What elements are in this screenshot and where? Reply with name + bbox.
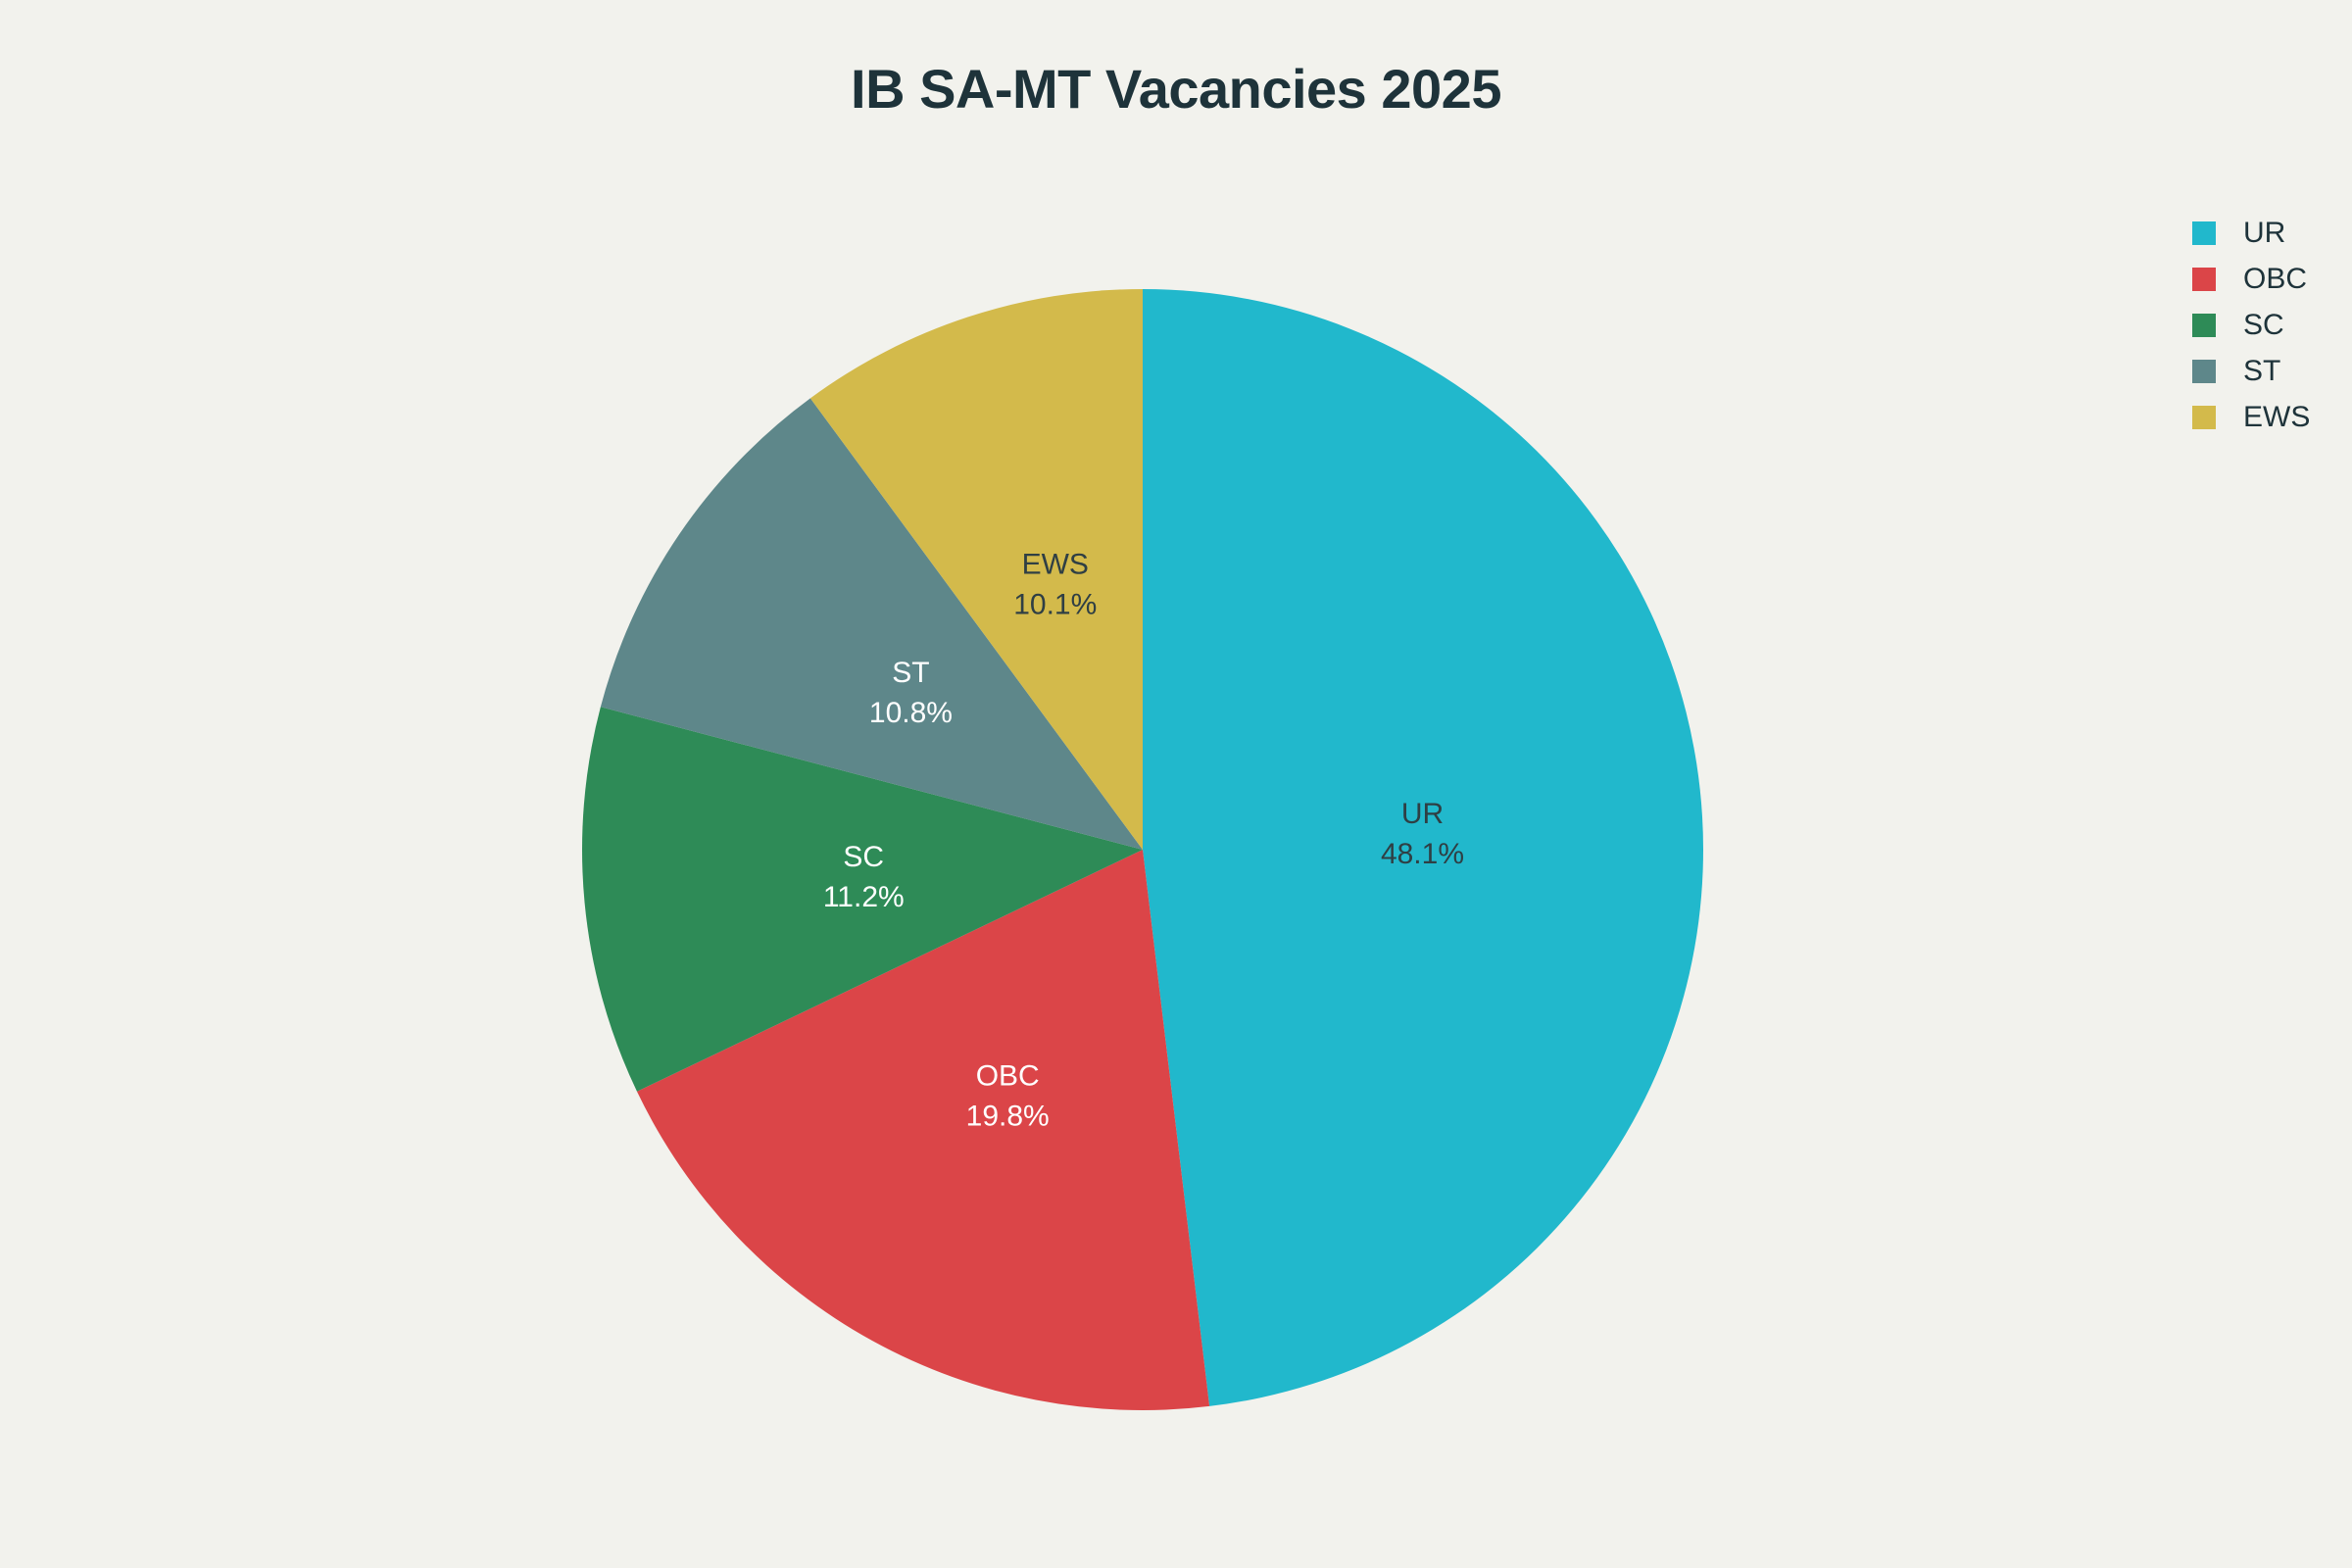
slice-label-category: SC bbox=[843, 841, 884, 873]
legend-item-st[interactable]: ST bbox=[2192, 348, 2310, 394]
slice-label-percent: 10.8% bbox=[869, 697, 953, 729]
chart-title: IB SA-MT Vacancies 2025 bbox=[851, 58, 1501, 120]
legend-label: SC bbox=[2243, 308, 2284, 341]
legend-label: UR bbox=[2243, 216, 2286, 249]
slice-label-category: UR bbox=[1401, 798, 1444, 830]
pie-slice-obc bbox=[636, 850, 1210, 1410]
legend-swatch bbox=[2192, 267, 2216, 291]
pie-slice-st bbox=[600, 398, 1143, 850]
slice-label-category: EWS bbox=[1022, 548, 1089, 580]
legend-label: OBC bbox=[2243, 262, 2308, 295]
slice-label-percent: 48.1% bbox=[1381, 838, 1464, 870]
legend-label: ST bbox=[2243, 354, 2281, 387]
slice-label-percent: 11.2% bbox=[823, 881, 905, 913]
slice-label-percent: 19.8% bbox=[966, 1101, 1050, 1133]
pie-slices bbox=[581, 289, 1704, 1410]
legend-swatch bbox=[2192, 359, 2216, 383]
pie-slice-ur bbox=[1143, 289, 1704, 1406]
legend-item-sc[interactable]: SC bbox=[2192, 302, 2310, 348]
pie-slice-sc bbox=[581, 707, 1143, 1092]
legend-item-obc[interactable]: OBC bbox=[2192, 256, 2310, 302]
chart-legend: UR OBC SC ST EWS bbox=[2192, 210, 2310, 440]
legend-swatch bbox=[2192, 405, 2216, 429]
slice-label-category: ST bbox=[892, 657, 929, 689]
slice-label-percent: 10.1% bbox=[1013, 588, 1097, 620]
legend-item-ur[interactable]: UR bbox=[2192, 210, 2310, 256]
legend-label: EWS bbox=[2243, 400, 2311, 433]
legend-swatch bbox=[2192, 220, 2216, 245]
legend-swatch bbox=[2192, 313, 2216, 337]
pie-slice-ews bbox=[809, 289, 1143, 850]
pie-labels: UR 48.1% OBC 19.8% SC 11.2% ST 10.8% EWS 10.1% bbox=[823, 548, 1464, 1132]
legend-item-ews[interactable]: EWS bbox=[2192, 394, 2310, 440]
slice-label-category: OBC bbox=[976, 1060, 1040, 1093]
